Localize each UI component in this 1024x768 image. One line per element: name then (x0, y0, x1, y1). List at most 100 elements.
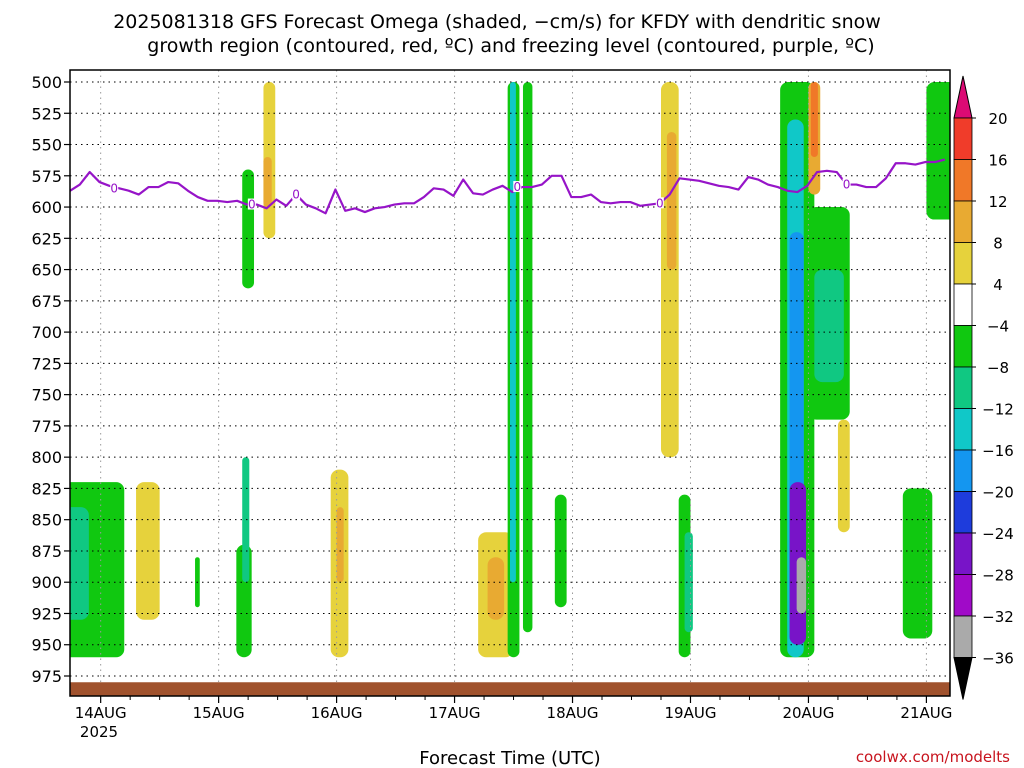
colorbar-swatch-12 (953, 574, 973, 617)
contour-label-4: 0 (656, 196, 664, 210)
y-tick-label-650: 650 (31, 261, 62, 280)
contour-label-bg-5 (842, 178, 851, 190)
colorbar-label-12: −32 (982, 608, 1014, 626)
omega-region-8 (263, 157, 272, 208)
x-tick-label-19AUG: 19AUG (665, 704, 717, 722)
colorbar-swatch-4 (953, 242, 973, 285)
omega-region-27 (810, 82, 818, 158)
x-tick-label-17AUG: 17AUG (429, 704, 481, 722)
y-tick-label-875: 875 (31, 542, 62, 561)
colorbar-top-arrow (953, 75, 973, 119)
contour-label-bg-2 (292, 188, 301, 200)
colorbar-bottom-arrow (953, 657, 973, 700)
y-tick-label-800: 800 (31, 448, 62, 467)
colorbar-swatch-8 (953, 408, 973, 451)
omega-region-32 (926, 82, 950, 220)
colorbar-label-10: −24 (982, 525, 1014, 543)
x-tick-label-14AUG: 14AUG (75, 704, 127, 722)
contour-label-2: 0 (292, 188, 300, 202)
y-tick-label-575: 575 (31, 167, 62, 186)
terrain-fill (70, 682, 950, 696)
freezing-level-line (70, 158, 946, 215)
colorbar-label-1: 16 (988, 152, 1007, 170)
contour-label-0: 0 (110, 181, 118, 195)
colorbar-swatch-2 (953, 159, 973, 202)
y-tick-label-825: 825 (31, 479, 62, 498)
colorbar-label-13: −36 (982, 650, 1014, 668)
source-credit: coolwx.com/modelts (856, 748, 1010, 766)
contour-label-bg-4 (655, 197, 664, 209)
colorbar-swatch-10 (953, 491, 973, 534)
omega-region-1 (70, 507, 89, 620)
y-tick-label-500: 500 (31, 73, 62, 92)
omega-shading-layer (70, 82, 950, 658)
terrain-band (70, 682, 950, 696)
omega-region-12 (487, 557, 505, 620)
colorbar-label-6: −8 (987, 359, 1009, 377)
y-tick-label-625: 625 (31, 229, 62, 248)
x-tick-label-18AUG: 18AUG (547, 704, 599, 722)
colorbar-swatch-5 (953, 283, 973, 326)
y-tick-label-725: 725 (31, 354, 62, 373)
y-tick-label-925: 925 (31, 604, 62, 623)
omega-region-5 (242, 457, 250, 583)
omega-region-6 (242, 169, 255, 289)
colorbar-label-3: 8 (993, 235, 1003, 253)
colorbar-swatch-13 (953, 615, 973, 658)
colorbar-label-4: 4 (993, 276, 1003, 294)
contour-label-3: 0 (513, 180, 521, 194)
omega-region-30 (837, 419, 850, 533)
y-tick-label-675: 675 (31, 292, 62, 311)
colorbar-label-11: −28 (982, 567, 1014, 585)
y-tick-label-600: 600 (31, 198, 62, 217)
contour-label-5: 0 (843, 178, 851, 192)
colorbar-label-9: −20 (982, 484, 1014, 502)
x-tick-label-16AUG: 16AUG (311, 704, 363, 722)
plot-area: 0 0 0 0 0 0 (69, 69, 951, 697)
colorbar-swatch-11 (953, 532, 973, 575)
omega-region-15 (522, 82, 533, 633)
colorbar-swatch-3 (953, 200, 973, 243)
x-tick-label-20AUG: 20AUG (782, 704, 834, 722)
colorbar-label-0: 20 (988, 110, 1007, 128)
chart-title-line1: 2025081318 GFS Forecast Omega (shaded, −… (113, 11, 881, 33)
omega-region-29 (814, 269, 844, 383)
omega-region-20 (684, 532, 693, 633)
grid-lines (70, 70, 950, 696)
omega-region-25 (796, 557, 807, 614)
x-axis-year-label: 2025 (80, 723, 118, 741)
omega-region-10 (336, 507, 344, 583)
contour-label-bg-1 (247, 198, 256, 210)
y-tick-label-850: 850 (31, 511, 62, 530)
y-tick-label-700: 700 (31, 323, 62, 342)
colorbar-swatch-1 (953, 117, 973, 160)
colorbar-swatch-9 (953, 449, 973, 492)
x-tick-label-15AUG: 15AUG (193, 704, 245, 722)
colorbar-legend: 20 16 12 8 4 −4 −8 −12 −16 −20 −24 −28 −32 −36 (953, 75, 1014, 700)
colorbar-swatch-7 (953, 366, 973, 409)
omega-region-18 (666, 132, 677, 270)
colorbar-label-5: −4 (987, 318, 1009, 336)
y-axis: 500 525 550 575 600 625 650 675 700 725 750 775 800 8… (31, 73, 70, 686)
colorbar-label-8: −16 (982, 442, 1014, 460)
freezing-level-contour: 0 0 0 0 0 0 (70, 158, 946, 215)
y-tick-label-950: 950 (31, 636, 62, 655)
y-tick-label-900: 900 (31, 573, 62, 592)
y-tick-label-550: 550 (31, 136, 62, 155)
omega-region-31 (902, 488, 933, 639)
contour-label-bg-0 (110, 182, 119, 194)
y-tick-label-775: 775 (31, 417, 62, 436)
y-tick-label-750: 750 (31, 386, 62, 405)
y-tick-label-975: 975 (31, 667, 62, 686)
x-tick-label-21AUG: 21AUG (900, 704, 952, 722)
contour-label-bg-3 (513, 181, 522, 193)
x-axis-title: Forecast Time (UTC) (419, 748, 600, 768)
contour-label-1: 0 (248, 198, 256, 212)
colorbar-label-7: −12 (982, 401, 1014, 419)
x-axis: 14AUG 15AUG 16AUG 17AUG 18AUG 19AUG 20AUG 21AUG (75, 696, 952, 722)
plot-frame (69, 69, 951, 697)
y-tick-label-525: 525 (31, 104, 62, 123)
colorbar-swatch-6 (953, 325, 973, 368)
colorbar-label-2: 12 (988, 193, 1007, 211)
